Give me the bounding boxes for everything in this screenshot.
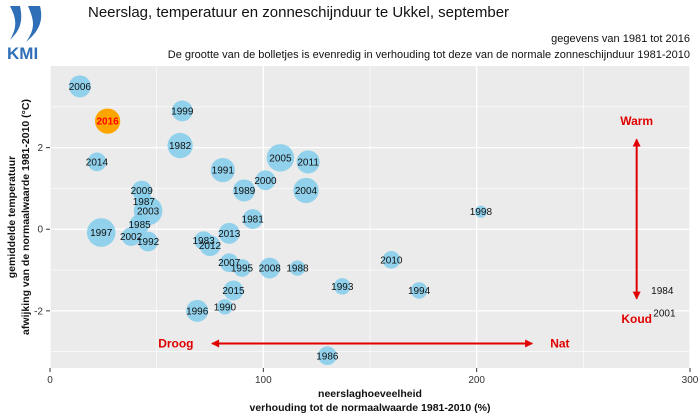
x-tick-label: 100	[255, 375, 272, 386]
bubble-2008	[259, 257, 281, 279]
year-label-1989: 1989	[233, 186, 256, 197]
nat-label: Nat	[550, 337, 569, 351]
bubble-2010	[382, 251, 401, 269]
year-label-2014: 2014	[86, 157, 109, 168]
axis-ticks: 0 100 200 300 -2 0 2	[34, 143, 699, 386]
year-label-2005: 2005	[269, 153, 292, 164]
annotations: Warm Koud Droog Nat	[158, 114, 653, 350]
bubble-1993	[334, 278, 351, 295]
year-label-1996: 1996	[186, 306, 209, 317]
arrow-up-icon	[632, 138, 641, 147]
bubble-1982	[167, 132, 193, 159]
year-labels: 2006 2016 1999 1982 2014 2005 2011 1991 20001989…	[69, 82, 676, 362]
year-label-1997: 1997	[90, 228, 113, 239]
kmi-logo-mark: KMI	[7, 6, 42, 63]
year-label-1984: 1984	[651, 286, 674, 297]
year-label-2003: 2003	[137, 206, 160, 217]
bubble-2005	[266, 144, 295, 172]
bubble-1999	[171, 100, 193, 122]
year-label-1981: 1981	[242, 215, 265, 226]
bubble-1992	[138, 231, 159, 252]
year-label-2000: 2000	[254, 176, 277, 187]
year-label-2004: 2004	[295, 186, 318, 197]
arrow-left-icon	[211, 339, 220, 348]
bubble-1995	[233, 259, 251, 277]
bubble-2011	[296, 150, 320, 174]
year-label-2001: 2001	[653, 308, 676, 319]
bubble-1994	[410, 282, 428, 299]
x-axis-label: neerslaghoeveelheid	[318, 388, 422, 400]
year-label-2015: 2015	[222, 286, 245, 297]
y-tick-label: 2	[37, 143, 43, 154]
year-label-1998: 1998	[470, 207, 493, 218]
bubble-2015	[223, 280, 244, 301]
bubble-1989	[233, 179, 256, 202]
year-label-1986: 1986	[316, 351, 339, 362]
year-label-1987: 1987	[133, 197, 156, 208]
bubble-size-note: De grootte van de bolletjes is evenredig…	[167, 49, 690, 61]
year-label-2007: 2007	[218, 258, 241, 269]
bubble-2006	[68, 75, 91, 98]
x-tick-label: 200	[468, 375, 485, 386]
year-label-1993: 1993	[331, 282, 354, 293]
bubble-2013	[218, 222, 240, 244]
bubble-1990	[217, 299, 233, 315]
year-label-1994: 1994	[408, 286, 431, 297]
bubble-1981	[242, 209, 263, 229]
y-tick-label: -2	[34, 306, 43, 317]
droog-label: Droog	[158, 337, 193, 351]
year-label-1999: 1999	[171, 106, 194, 117]
arrow-down-icon	[632, 291, 641, 300]
y-axis-label-sub: afwijking van de normaalwaarde 1981-2010…	[20, 99, 32, 335]
x-axis-label-sub: verhouding tot de normaalwaarde 1981-201…	[250, 402, 491, 414]
chart-title: Neerslag, temperatuur en zonneschijnduur…	[88, 4, 510, 21]
year-label-1995: 1995	[231, 264, 254, 275]
year-label-2013: 2013	[218, 229, 241, 240]
year-label-1992: 1992	[137, 237, 160, 248]
warm-label: Warm	[620, 114, 653, 128]
koud-label: Koud	[621, 312, 652, 326]
bubble-1986	[317, 346, 337, 366]
bubble-1991	[210, 157, 235, 183]
bubble-2012	[199, 235, 221, 257]
bubble-2004	[293, 177, 319, 204]
year-label-2006: 2006	[69, 82, 92, 93]
kmi-logo: KMI	[6, 4, 46, 64]
bubble-2014	[87, 152, 107, 172]
year-label-1988: 1988	[286, 264, 309, 275]
x-tick-label: 300	[682, 375, 699, 386]
year-label-2016: 2016	[96, 117, 119, 128]
grid-lines	[49, 66, 691, 368]
year-label-2010: 2010	[380, 255, 403, 266]
bubble-1997	[86, 218, 116, 247]
bubble-2016	[94, 108, 121, 134]
arrow-right-icon	[525, 339, 534, 348]
bubble-1998	[474, 205, 487, 218]
bubbles	[68, 75, 487, 366]
year-label-2009: 2009	[131, 186, 154, 197]
year-label-2008: 2008	[259, 264, 282, 275]
bubble-1996	[186, 299, 209, 322]
year-label-2012: 2012	[199, 241, 222, 252]
x-tick-label: 0	[47, 375, 53, 386]
year-label-1983: 1983	[192, 236, 215, 247]
kmi-logo-text: KMI	[7, 44, 38, 63]
year-label-2011: 2011	[297, 157, 319, 168]
bubble-2000	[255, 170, 276, 191]
data-period: gegevens van 1981 tot 2016	[551, 33, 690, 45]
year-label-1991: 1991	[212, 166, 235, 177]
year-label-1985: 1985	[128, 220, 151, 231]
year-label-1990: 1990	[214, 302, 237, 313]
y-axis-label: gemiddelde temperatuur	[6, 156, 18, 279]
y-tick-label: 0	[37, 225, 43, 236]
year-label-1982: 1982	[169, 141, 192, 152]
year-label-2002: 2002	[120, 232, 143, 243]
bubble-2002	[121, 227, 141, 246]
bubble-1988	[289, 260, 306, 276]
